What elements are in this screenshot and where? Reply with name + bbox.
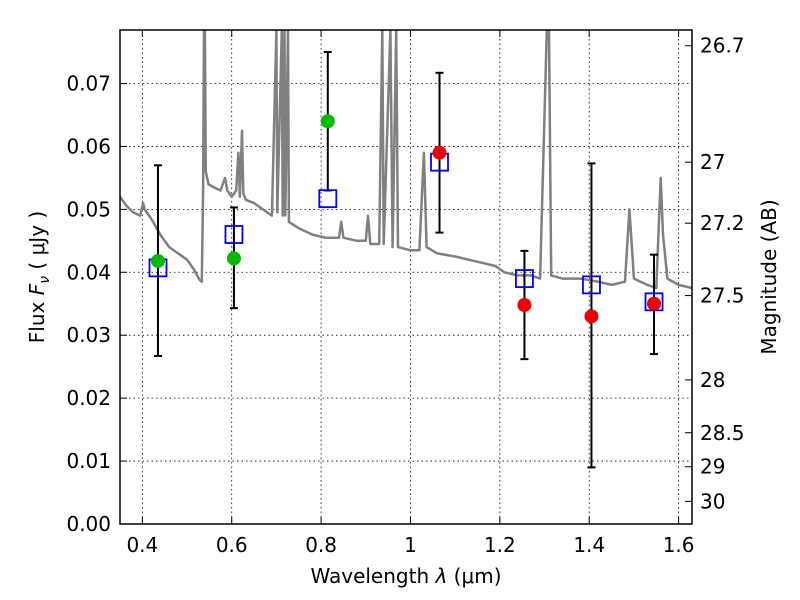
- y-axis-label-prefix: Flux: [25, 295, 49, 343]
- plot-area: [120, 30, 692, 469]
- axis-ticks: 0.4 0.6 0.8 1 1.2 1.4 1.6 0.00 0.01 0.02 0.03 0.04 0…: [66, 30, 745, 557]
- y-tick-label: 0.01: [66, 449, 111, 473]
- x-tick-label: 1: [404, 533, 417, 557]
- y-axis-label: Flux Fν ( μJy ): [25, 211, 53, 343]
- model-photometry-marker: [224, 225, 244, 244]
- y2-tick-label: 30: [700, 489, 725, 513]
- observed-flux-point: [584, 309, 599, 324]
- y2-tick-label: 28.5: [700, 421, 745, 445]
- y-tick-label: 0.04: [66, 260, 111, 284]
- model-photometry-marker: [515, 269, 534, 288]
- y-tick-label: 0.00: [66, 512, 111, 536]
- observed-flux-point: [320, 114, 335, 129]
- observed-flux-point: [432, 145, 447, 160]
- model-photometry-marker: [318, 189, 338, 209]
- plot-frame: [119, 29, 693, 525]
- y-axis-label-subscript: ν: [37, 276, 53, 284]
- model-spectrum-line: [120, 30, 692, 290]
- y-axis-label-unit: ( μJy ): [25, 211, 49, 276]
- model-photometry-marker: [582, 275, 601, 295]
- y2-tick-label: 29: [700, 455, 725, 479]
- x-tick-label: 0.8: [305, 533, 337, 557]
- y-tick-label: 0.07: [66, 71, 111, 95]
- y-axis-label-symbol: F: [25, 283, 49, 295]
- y2-tick-label: 26.7: [700, 34, 745, 58]
- observed-flux-point: [647, 296, 662, 311]
- y2-tick-label: 28: [700, 368, 725, 392]
- observed-flux-point: [226, 251, 241, 266]
- x-axis-label-unit: (μm): [447, 564, 501, 588]
- y2-tick-label: 27.5: [700, 284, 745, 308]
- x-axis-label: Wavelength λ (μm): [310, 564, 501, 588]
- y2-tick-label: 27: [700, 150, 725, 174]
- y-tick-label: 0.03: [66, 323, 111, 347]
- observed-flux-point: [150, 253, 165, 268]
- x-tick-label: 1.2: [484, 533, 516, 557]
- y2-axis-label: Magnitude (AB): [757, 199, 781, 354]
- x-axis-label-symbol: λ: [434, 564, 447, 588]
- x-axis-label-prefix: Wavelength: [310, 564, 435, 588]
- y2-tick-label: 27.2: [700, 211, 745, 235]
- y-tick-label: 0.06: [66, 134, 111, 158]
- x-tick-label: 0.4: [126, 533, 158, 557]
- x-tick-label: 0.6: [216, 533, 248, 557]
- x-tick-label: 1.6: [663, 533, 695, 557]
- y-tick-label: 0.05: [66, 197, 111, 221]
- x-tick-label: 1.4: [573, 533, 605, 557]
- observed-flux-point: [517, 298, 532, 313]
- y-tick-label: 0.02: [66, 386, 111, 410]
